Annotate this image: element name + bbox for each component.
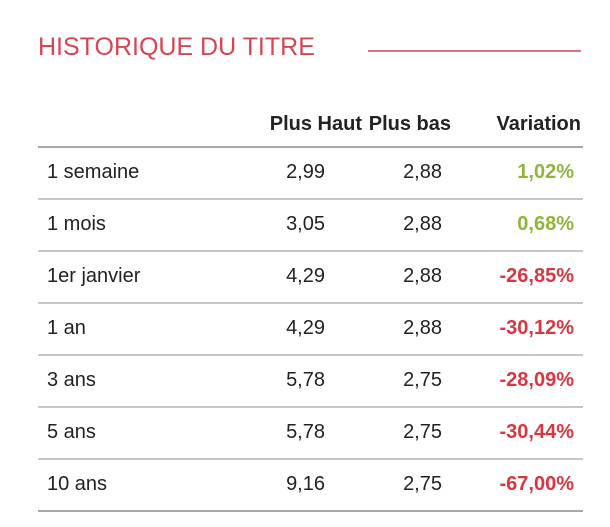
section-title: HISTORIQUE DU TITRE: [38, 33, 315, 61]
period-cell: 1 an: [47, 317, 86, 339]
low-cell: 2,75: [403, 473, 442, 495]
high-cell: 5,78: [286, 421, 325, 443]
table-row: 10 ans 9,16 2,75 -67,00%: [38, 460, 583, 512]
period-cell: 10 ans: [47, 473, 108, 495]
table-row: 1 semaine 2,99 2,88 1,02%: [38, 148, 583, 200]
variation-cell: 1,02%: [517, 161, 574, 183]
column-header-variation: Variation: [496, 113, 581, 135]
low-cell: 2,75: [403, 421, 442, 443]
stock-history-table: Plus Haut Plus bas Variation 1 semaine 2…: [38, 103, 583, 512]
high-cell: 5,78: [286, 369, 325, 391]
high-cell: 9,16: [286, 473, 325, 495]
low-cell: 2,88: [403, 317, 442, 339]
low-cell: 2,75: [403, 369, 442, 391]
table-row: 3 ans 5,78 2,75 -28,09%: [38, 356, 583, 408]
table-row: 1 mois 3,05 2,88 0,68%: [38, 200, 583, 252]
period-cell: 5 ans: [47, 421, 96, 443]
period-cell: 1 mois: [47, 213, 106, 235]
header-divider: [38, 146, 583, 148]
high-cell: 4,29: [286, 317, 325, 339]
table-header: Plus Haut Plus bas Variation: [38, 103, 583, 146]
period-cell: 3 ans: [47, 369, 96, 391]
high-cell: 2,99: [286, 161, 325, 183]
table-row: 1er janvier 4,29 2,88 -26,85%: [38, 252, 583, 304]
variation-cell: -67,00%: [499, 473, 575, 495]
period-cell: 1er janvier: [47, 265, 141, 287]
table-row: 1 an 4,29 2,88 -30,12%: [38, 304, 583, 356]
variation-cell: -30,12%: [499, 317, 575, 339]
variation-cell: -30,44%: [499, 421, 575, 443]
low-cell: 2,88: [403, 265, 442, 287]
high-cell: 3,05: [286, 213, 325, 235]
variation-cell: 0,68%: [517, 213, 574, 235]
title-divider: [368, 50, 581, 52]
column-header-low: Plus bas: [368, 113, 451, 135]
section-header: HISTORIQUE DU TITRE: [38, 33, 583, 73]
variation-cell: -26,85%: [499, 265, 575, 287]
period-cell: 1 semaine: [47, 161, 140, 183]
column-header-high: Plus Haut: [269, 113, 362, 135]
high-cell: 4,29: [286, 265, 325, 287]
low-cell: 2,88: [403, 213, 442, 235]
table-row: 5 ans 5,78 2,75 -30,44%: [38, 408, 583, 460]
low-cell: 2,88: [403, 161, 442, 183]
variation-cell: -28,09%: [499, 369, 575, 391]
